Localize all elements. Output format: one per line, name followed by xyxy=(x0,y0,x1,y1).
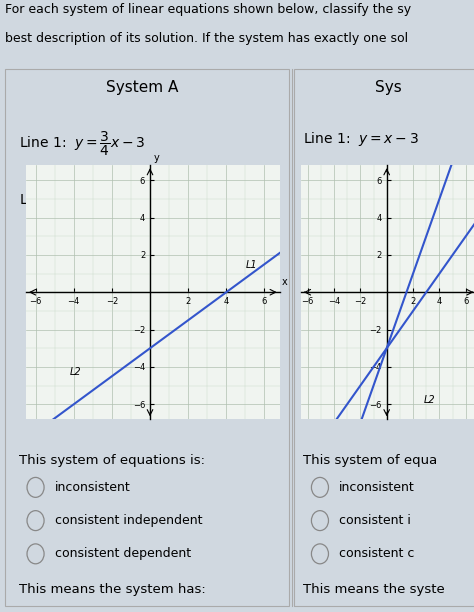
Text: consistent independent: consistent independent xyxy=(55,514,202,527)
Text: consistent i: consistent i xyxy=(339,514,411,527)
Text: inconsistent: inconsistent xyxy=(339,481,415,494)
Text: Line 1:  $y=x-3$: Line 1: $y=x-3$ xyxy=(303,130,419,148)
Text: best description of its solution. If the system has exactly one sol: best description of its solution. If the… xyxy=(5,32,408,45)
Text: consistent c: consistent c xyxy=(339,547,414,561)
Text: consistent dependent: consistent dependent xyxy=(55,547,191,561)
Bar xyxy=(294,69,474,606)
Text: Sys: Sys xyxy=(375,80,402,95)
Text: For each system of linear equations shown below, classify the sy: For each system of linear equations show… xyxy=(5,3,411,16)
Text: L2: L2 xyxy=(70,367,82,377)
Text: y: y xyxy=(154,154,160,163)
Text: L1: L1 xyxy=(246,260,257,270)
Text: Line 1:  $y=\dfrac{3}{4}x-3$: Line 1: $y=\dfrac{3}{4}x-3$ xyxy=(19,130,146,159)
Text: System A: System A xyxy=(106,80,178,95)
Text: Line 2:  $y=2x-3$: Line 2: $y=2x-3$ xyxy=(303,191,428,209)
Text: This means the syste: This means the syste xyxy=(303,583,445,596)
Text: x: x xyxy=(282,277,287,286)
Text: Line 2:  $-3x+4y=-12$: Line 2: $-3x+4y=-12$ xyxy=(19,191,190,209)
Text: This means the system has:: This means the system has: xyxy=(19,583,206,596)
Text: This system of equa: This system of equa xyxy=(303,454,438,467)
Bar xyxy=(5,69,289,606)
Text: L2: L2 xyxy=(424,395,435,405)
Text: inconsistent: inconsistent xyxy=(55,481,130,494)
Text: This system of equations is:: This system of equations is: xyxy=(19,454,205,467)
